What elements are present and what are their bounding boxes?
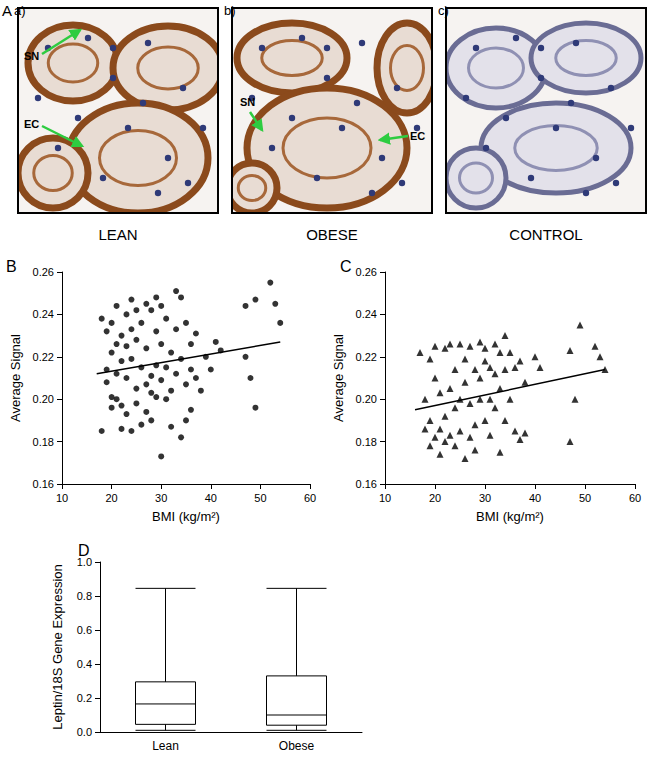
svg-text:0.20: 0.20 [33,393,54,405]
svg-text:60: 60 [304,492,316,504]
svg-text:CONTROL: CONTROL [509,226,582,243]
svg-text:C: C [340,258,352,275]
svg-text:Average Signal: Average Signal [331,334,346,422]
svg-text:B: B [6,258,17,275]
svg-text:0.22: 0.22 [356,351,377,363]
svg-text:0.8: 0.8 [77,590,92,602]
svg-text:Average Signal: Average Signal [8,334,23,422]
svg-text:D: D [78,541,90,559]
svg-text:20: 20 [429,492,441,504]
svg-text:30: 30 [155,492,167,504]
svg-text:50: 50 [254,492,266,504]
svg-text:0.18: 0.18 [33,436,54,448]
svg-text:0.16: 0.16 [356,478,377,490]
svg-text:SN: SN [240,96,255,108]
svg-text:Obese: Obese [279,739,315,753]
svg-text:0.2: 0.2 [77,692,92,704]
svg-text:40: 40 [529,492,541,504]
svg-text:Lean: Lean [152,739,179,753]
svg-text:0.26: 0.26 [356,266,377,278]
svg-text:BMI (kg/m²): BMI (kg/m²) [152,509,220,524]
svg-text:10: 10 [379,492,391,504]
svg-text:EC: EC [24,118,39,130]
svg-text:1.0: 1.0 [77,556,92,568]
svg-text:Leptin/18S Gene Expression: Leptin/18S Gene Expression [50,564,65,730]
svg-text:0.22: 0.22 [33,351,54,363]
svg-text:EC: EC [410,130,425,142]
svg-text:A: A [2,2,12,19]
svg-text:LEAN: LEAN [98,226,137,243]
svg-text:SN: SN [24,50,39,62]
svg-text:50: 50 [579,492,591,504]
svg-text:0.26: 0.26 [33,266,54,278]
svg-text:20: 20 [105,492,117,504]
svg-text:OBESE: OBESE [306,226,358,243]
svg-text:BMI (kg/m²): BMI (kg/m²) [476,509,544,524]
svg-text:60: 60 [629,492,641,504]
svg-text:b): b) [224,3,236,18]
svg-text:40: 40 [205,492,217,504]
svg-text:0.4: 0.4 [77,658,92,670]
svg-text:0.6: 0.6 [77,624,92,636]
svg-text:0.0: 0.0 [77,726,92,738]
svg-text:30: 30 [479,492,491,504]
svg-text:0.24: 0.24 [33,308,54,320]
svg-text:10: 10 [56,492,68,504]
svg-text:0.24: 0.24 [356,308,377,320]
svg-text:0.16: 0.16 [33,478,54,490]
svg-text:0.20: 0.20 [356,393,377,405]
svg-text:a): a) [14,3,26,18]
svg-text:0.18: 0.18 [356,436,377,448]
svg-text:c): c) [438,3,449,18]
